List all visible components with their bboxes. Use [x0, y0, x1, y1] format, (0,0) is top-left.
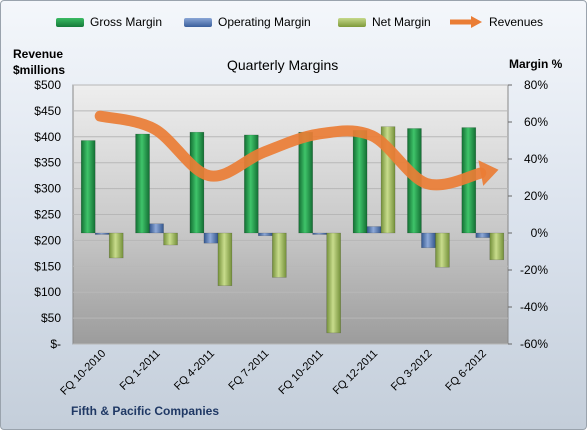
legend-net-label: Net Margin: [372, 15, 431, 29]
legend-net-margin: Net Margin: [338, 15, 431, 29]
gross-margin-bar: [352, 130, 368, 234]
chart-title: Quarterly Margins: [227, 57, 339, 73]
legend-gross-margin: Gross Margin: [56, 15, 162, 29]
company-footer: Fifth & Pacific Companies: [71, 404, 220, 418]
net-margin-bar: [108, 232, 124, 259]
legend: Gross Margin Operating Margin Net Margin…: [1, 15, 586, 35]
left-tick-label: $250: [34, 208, 61, 222]
operating-margin-bar: [94, 232, 110, 235]
category-label: FQ 1-2011: [118, 348, 163, 393]
operating-margin-bar: [312, 232, 327, 235]
gross-margin-bar: [80, 140, 96, 234]
left-tick-label: $200: [34, 233, 61, 247]
category-label: FQ 3-2012: [389, 348, 435, 394]
operating-margin-bar: [475, 232, 491, 238]
operating-margin-bar: [258, 232, 273, 237]
net-margin-bar: [435, 232, 450, 268]
left-tick-label: $50: [41, 311, 61, 325]
revenues-arrowhead: [478, 160, 499, 186]
left-axis-title-line2: $millions: [13, 63, 66, 77]
right-tick-label: 60%: [524, 115, 548, 129]
category-label: FQ 6-2012: [443, 348, 489, 394]
left-tick-label: $150: [34, 259, 61, 273]
left-tick-label: $300: [34, 182, 61, 196]
gross-margin-bar: [298, 131, 313, 234]
legend-revenues-label: Revenues: [489, 15, 544, 29]
net-margin-bar: [163, 232, 178, 246]
left-tick-label: $450: [34, 104, 61, 118]
category-label: FQ 10-2010: [58, 348, 108, 398]
gross-margin-swatch: [56, 17, 84, 27]
legend-gross-label: Gross Margin: [90, 15, 163, 29]
net-margin-bar: [272, 232, 287, 278]
operating-margin-bar: [203, 232, 219, 244]
left-tick-label: $400: [34, 130, 61, 144]
operating-margin-bar: [366, 226, 382, 234]
operating-margin-swatch: [184, 17, 212, 27]
category-label: FQ 12-2011: [331, 348, 380, 397]
right-tick-label: -20%: [520, 263, 548, 277]
right-axis-title: Margin %: [509, 57, 563, 71]
right-tick-label: -60%: [520, 337, 548, 351]
right-tick-label: 20%: [524, 189, 548, 203]
left-tick-label: $500: [34, 78, 61, 92]
category-label: FQ 10-2011: [276, 348, 325, 397]
legend-operating-margin: Operating Margin: [184, 15, 311, 29]
legend-revenues: Revenues: [449, 15, 543, 29]
right-tick-label: 80%: [524, 78, 548, 92]
left-tick-label: $-: [50, 337, 61, 351]
revenues-line: [94, 110, 487, 191]
net-margin-bar: [489, 232, 505, 261]
operating-margin-bar: [149, 223, 164, 234]
operating-margin-bar: [421, 232, 436, 249]
left-axis-title-line1: Revenue: [13, 47, 64, 61]
net-margin-bar: [217, 232, 233, 286]
legend-operating-label: Operating Margin: [218, 15, 311, 29]
net-margin-bar: [326, 232, 341, 334]
category-label: FQ 7-2011: [226, 348, 271, 393]
right-tick-label: 0%: [531, 226, 549, 240]
net-margin-swatch: [338, 17, 366, 27]
category-label: FQ 4-2011: [172, 348, 217, 393]
left-tick-label: $100: [34, 285, 61, 299]
gross-margin-bar: [135, 133, 150, 234]
left-tick-label: $350: [34, 156, 61, 170]
gross-margin-bar: [189, 131, 205, 234]
revenues-arrow-icon: [450, 16, 482, 28]
right-tick-label: -40%: [520, 300, 548, 314]
right-tick-label: 40%: [524, 152, 548, 166]
